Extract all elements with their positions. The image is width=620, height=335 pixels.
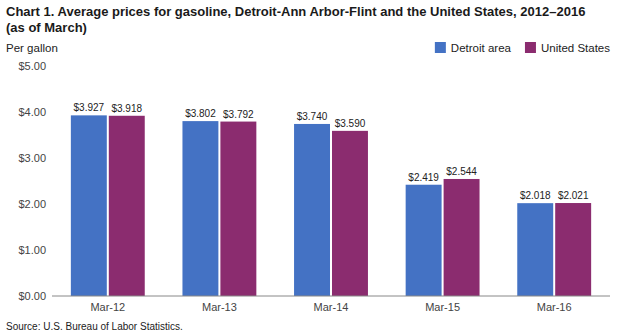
bar xyxy=(109,116,145,296)
bar xyxy=(220,122,256,296)
legend-swatch xyxy=(525,42,536,53)
data-label: $3.918 xyxy=(111,103,142,114)
data-label: $3.792 xyxy=(223,109,254,120)
y-tick-label: $2.00 xyxy=(18,198,46,210)
bar xyxy=(332,131,368,296)
legend: United States Detroit area xyxy=(435,42,610,54)
data-label: $2.544 xyxy=(446,166,477,177)
data-label: $2.021 xyxy=(558,190,589,201)
y-tick-label: $1.00 xyxy=(18,244,46,256)
y-axis: $0.00 $1.00 $2.00 $3.00 $4.00 $5.00 xyxy=(18,60,46,302)
data-label: $2.018 xyxy=(520,190,551,201)
legend-label: United States xyxy=(541,42,610,54)
y-tick-label: $3.00 xyxy=(18,152,46,164)
y-axis-label: Per gallon xyxy=(6,42,58,54)
y-tick-label: $4.00 xyxy=(18,106,46,118)
bar xyxy=(444,179,480,296)
source-note: Source: U.S. Bureau of Labor Statistics. xyxy=(6,321,183,332)
bar xyxy=(555,203,591,296)
chart: Chart 1. Average prices for gasoline, De… xyxy=(0,0,620,335)
legend-label: Detroit area xyxy=(451,42,512,54)
data-label: $3.590 xyxy=(335,118,366,129)
bars xyxy=(71,115,591,296)
data-label: $3.740 xyxy=(297,111,328,122)
x-axis-line xyxy=(52,296,610,297)
x-axis: Mar-12 Mar-13 Mar-14 Mar-15 Mar-16 xyxy=(90,301,571,313)
bar xyxy=(406,185,442,296)
y-tick-label: $0.00 xyxy=(18,290,46,302)
bar xyxy=(294,124,330,296)
data-labels: $3.927 $3.802 $3.740 $2.419 $2.018 $3.918 $3.7… xyxy=(74,102,589,201)
data-label: $3.927 xyxy=(74,102,105,113)
y-tick-label: $5.00 xyxy=(18,60,46,72)
x-tick-label: Mar-12 xyxy=(90,301,125,313)
bar xyxy=(182,121,218,296)
title: Chart 1. Average prices for gasoline, De… xyxy=(6,4,585,19)
title-line: Chart 1. Average prices for gasoline, De… xyxy=(6,4,585,19)
subtitle: (as of March) xyxy=(6,20,87,35)
data-label: $3.802 xyxy=(185,108,216,119)
bar xyxy=(71,115,107,296)
x-tick-label: Mar-16 xyxy=(537,301,572,313)
x-tick-label: Mar-14 xyxy=(314,301,349,313)
legend-swatch xyxy=(435,42,446,53)
bar xyxy=(517,203,553,296)
data-label: $2.419 xyxy=(408,172,439,183)
x-tick-label: Mar-13 xyxy=(202,301,237,313)
x-tick-label: Mar-15 xyxy=(425,301,460,313)
